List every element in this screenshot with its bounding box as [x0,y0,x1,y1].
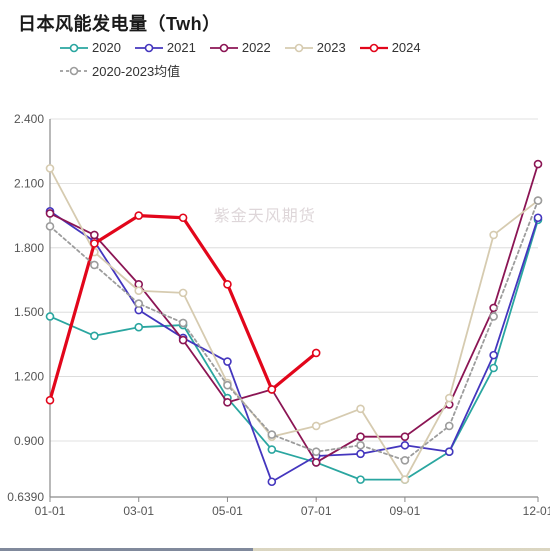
legend-swatch [285,41,313,55]
y-tick-label: 1.200 [14,370,44,384]
legend-label: 2020 [92,40,121,55]
legend-swatch [360,41,388,55]
series-marker-2020-2023均值 [268,431,275,438]
series-marker-2024 [91,240,98,247]
legend-item-2021: 2021 [135,40,196,55]
series-marker-2022 [180,337,187,344]
legend: 2020 2021 2022 2023 2024 2020-2023均值 [60,40,530,80]
x-tick-label: 05-01 [212,504,243,518]
series-marker-2020 [268,446,275,453]
legend-item-2020-2023均值: 2020-2023均值 [60,61,180,80]
x-tick-label: 07-01 [301,504,332,518]
series-marker-2023 [490,231,497,238]
x-tick-label: 12-01 [523,504,550,518]
series-marker-2020 [47,313,54,320]
legend-label: 2022 [242,40,271,55]
series-marker-2024 [268,386,275,393]
series-marker-2020-2023均值 [401,457,408,464]
series-marker-2022 [91,231,98,238]
watermark: 紫金天风期货 [214,207,316,225]
series-marker-2021 [268,478,275,485]
series-marker-2021 [490,352,497,359]
legend-swatch [135,41,163,55]
y-tick-label: 1.800 [14,241,44,255]
series-marker-2023 [180,289,187,296]
series-marker-2020-2023均值 [313,448,320,455]
chart-svg: 0.63900.9001.2001.5001.8002.1002.40001-0… [50,115,538,497]
x-tick-label: 09-01 [390,504,421,518]
series-marker-2022 [535,161,542,168]
legend-label: 2021 [167,40,196,55]
legend-item-2023: 2023 [285,40,346,55]
series-marker-2023 [357,405,364,412]
series-marker-2024 [47,397,54,404]
legend-swatch [60,41,88,55]
series-marker-2021 [535,214,542,221]
series-marker-2020 [135,324,142,331]
y-tick-label: 0.900 [14,434,44,448]
y-tick-label: 2.100 [14,176,44,190]
chart-title: 日本风能发电量（Twh） [18,10,221,36]
series-marker-2022 [47,210,54,217]
series-marker-2021 [224,358,231,365]
y-tick-label: 2.400 [14,112,44,126]
series-marker-2023 [135,287,142,294]
series-marker-2020-2023均值 [446,422,453,429]
y-tick-label: 1.500 [14,305,44,319]
plot-area: 0.63900.9001.2001.5001.8002.1002.40001-0… [50,115,538,497]
series-marker-2021 [401,442,408,449]
series-marker-2024 [313,349,320,356]
y-tick-label: 0.6390 [7,490,44,504]
legend-label: 2020-2023均值 [92,61,180,80]
series-marker-2020-2023均值 [91,261,98,268]
chart-container: 日本风能发电量（Twh） 2020 2021 2022 2023 2024 2020-20… [0,0,550,555]
series-marker-2023 [47,165,54,172]
series-marker-2021 [446,448,453,455]
legend-label: 2023 [317,40,346,55]
series-marker-2020-2023均值 [490,313,497,320]
series-marker-2020-2023均值 [135,300,142,307]
series-marker-2024 [135,212,142,219]
legend-item-2024: 2024 [360,40,421,55]
series-marker-2020 [490,364,497,371]
series-marker-2021 [357,450,364,457]
series-marker-2023 [313,422,320,429]
series-marker-2024 [224,281,231,288]
footer-rule [0,548,550,551]
series-marker-2020 [91,332,98,339]
series-marker-2022 [401,433,408,440]
series-marker-2023 [401,476,408,483]
legend-item-2022: 2022 [210,40,271,55]
legend-swatch [60,64,88,78]
series-marker-2023 [446,395,453,402]
series-marker-2022 [357,433,364,440]
series-marker-2020 [357,476,364,483]
legend-label: 2024 [392,40,421,55]
legend-swatch [210,41,238,55]
series-marker-2022 [224,399,231,406]
series-marker-2024 [180,214,187,221]
top-rule [0,0,550,5]
series-marker-2020-2023均值 [47,223,54,230]
x-tick-label: 03-01 [123,504,154,518]
series-marker-2020-2023均值 [180,319,187,326]
series-marker-2022 [313,459,320,466]
series-marker-2020-2023均值 [224,382,231,389]
legend-item-2020: 2020 [60,40,121,55]
series-marker-2020-2023均值 [535,197,542,204]
series-marker-2020-2023均值 [357,442,364,449]
x-tick-label: 01-01 [35,504,66,518]
